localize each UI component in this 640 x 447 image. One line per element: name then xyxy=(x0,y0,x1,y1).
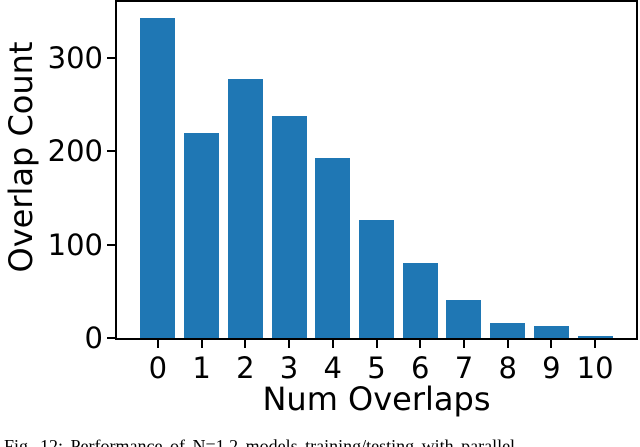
x-tick-mark xyxy=(244,340,247,348)
bar-5 xyxy=(359,220,394,338)
x-tick-mark xyxy=(375,340,378,348)
x-tick-mark xyxy=(288,340,291,348)
bar-8 xyxy=(490,323,526,338)
x-tick-label: 5 xyxy=(367,351,386,385)
x-axis-label: Num Overlaps xyxy=(262,380,491,418)
bar-2 xyxy=(227,78,263,338)
x-tick-label: 8 xyxy=(498,351,517,385)
x-tick-mark xyxy=(419,340,422,348)
y-tick-mark xyxy=(107,57,116,59)
y-tick-mark xyxy=(107,243,116,246)
y-tick-label: 100 xyxy=(47,227,103,262)
y-tick-mark xyxy=(107,337,116,339)
x-tick-label: 9 xyxy=(542,351,561,385)
x-tick-mark xyxy=(550,340,553,348)
bar-7 xyxy=(446,299,482,338)
x-tick-mark xyxy=(331,340,334,348)
plot-area xyxy=(115,0,638,340)
bar-3 xyxy=(271,115,307,338)
x-tick-label: 2 xyxy=(236,351,255,385)
y-tick-label: 200 xyxy=(47,134,103,169)
x-tick-label: 7 xyxy=(454,351,474,385)
bar-1 xyxy=(184,132,220,338)
x-tick-mark xyxy=(594,340,597,348)
x-tick-label: 3 xyxy=(279,351,299,385)
figure-caption: Fig. 12: Performance of N=1,2 models tra… xyxy=(4,436,516,447)
bar-6 xyxy=(402,263,438,338)
x-tick-label: 6 xyxy=(410,351,430,385)
x-tick-mark xyxy=(506,340,509,348)
x-tick-mark xyxy=(462,340,465,348)
x-tick-label: 10 xyxy=(576,351,614,385)
x-tick-label: 4 xyxy=(323,351,342,385)
x-tick-mark xyxy=(200,340,203,348)
bar-0 xyxy=(140,17,176,338)
x-tick-mark xyxy=(156,340,159,348)
y-tick-label: 300 xyxy=(47,41,103,75)
y-tick-label: 0 xyxy=(84,321,103,355)
bar-10 xyxy=(577,336,613,338)
bar-4 xyxy=(315,157,351,338)
bar-9 xyxy=(533,325,569,338)
x-tick-label: 0 xyxy=(148,351,168,385)
y-tick-mark xyxy=(107,150,116,153)
x-tick-label: 1 xyxy=(192,351,211,385)
